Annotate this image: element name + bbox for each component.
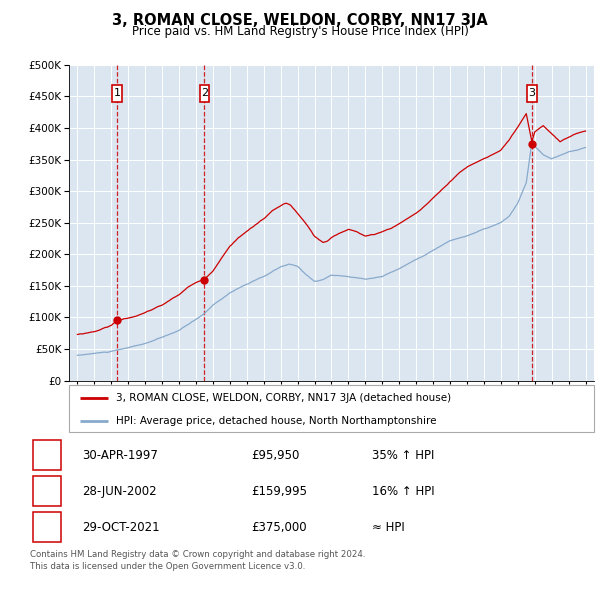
FancyBboxPatch shape [33,512,61,542]
Text: HPI: Average price, detached house, North Northamptonshire: HPI: Average price, detached house, Nort… [116,417,437,427]
Text: 1: 1 [113,88,121,99]
Text: 29-OCT-2021: 29-OCT-2021 [82,521,160,534]
Text: ≈ HPI: ≈ HPI [372,521,405,534]
Text: 3, ROMAN CLOSE, WELDON, CORBY, NN17 3JA: 3, ROMAN CLOSE, WELDON, CORBY, NN17 3JA [112,13,488,28]
FancyBboxPatch shape [200,85,209,101]
Text: £95,950: £95,950 [251,448,299,461]
Text: Price paid vs. HM Land Registry's House Price Index (HPI): Price paid vs. HM Land Registry's House … [131,25,469,38]
Text: 30-APR-1997: 30-APR-1997 [82,448,158,461]
Text: 3: 3 [43,521,51,534]
Text: 1: 1 [43,448,51,461]
Text: This data is licensed under the Open Government Licence v3.0.: This data is licensed under the Open Gov… [30,562,305,571]
FancyBboxPatch shape [33,476,61,506]
FancyBboxPatch shape [527,85,536,101]
FancyBboxPatch shape [112,85,122,101]
Text: 28-JUN-2002: 28-JUN-2002 [82,484,157,498]
Text: 3, ROMAN CLOSE, WELDON, CORBY, NN17 3JA (detached house): 3, ROMAN CLOSE, WELDON, CORBY, NN17 3JA … [116,393,451,403]
Text: 3: 3 [529,88,535,99]
FancyBboxPatch shape [33,440,61,470]
Text: £159,995: £159,995 [251,484,307,498]
Text: Contains HM Land Registry data © Crown copyright and database right 2024.: Contains HM Land Registry data © Crown c… [30,550,365,559]
Text: 35% ↑ HPI: 35% ↑ HPI [372,448,434,461]
Text: 16% ↑ HPI: 16% ↑ HPI [372,484,435,498]
Text: 2: 2 [43,484,51,498]
FancyBboxPatch shape [69,385,594,432]
Text: £375,000: £375,000 [251,521,307,534]
Text: 2: 2 [201,88,208,99]
